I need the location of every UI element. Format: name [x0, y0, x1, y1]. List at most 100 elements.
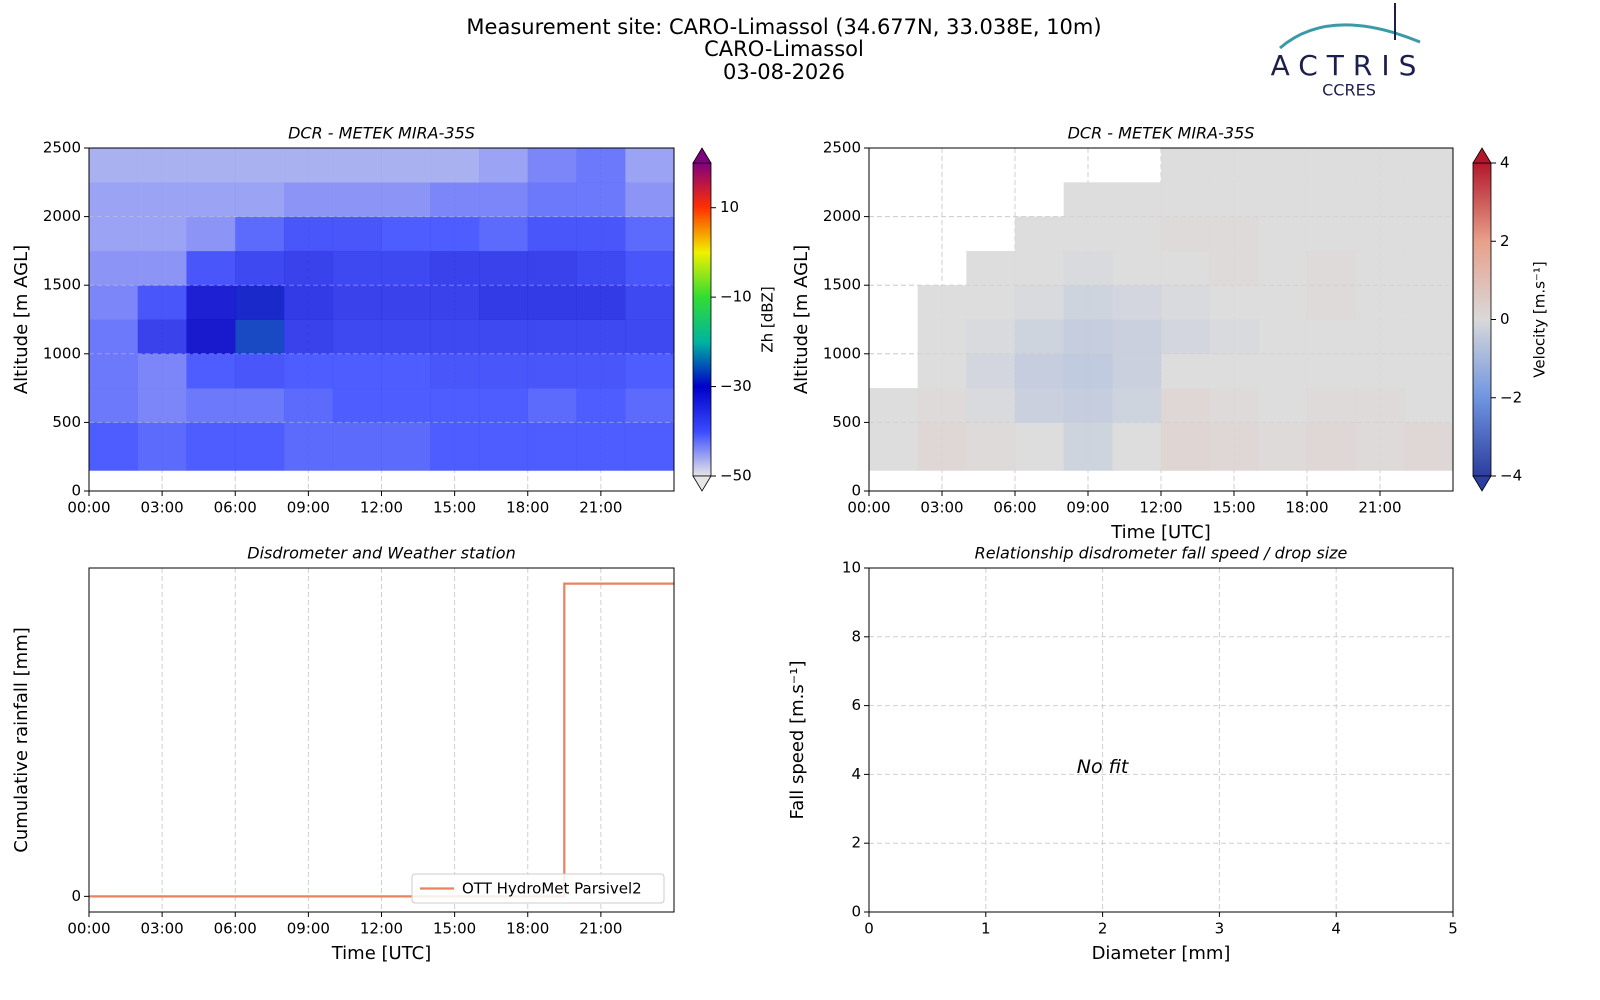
heat-cell	[1258, 250, 1308, 286]
heat-cell	[1355, 388, 1405, 423]
heat-cell	[479, 148, 529, 183]
heat-cell	[1209, 319, 1259, 355]
x-tick-label: 1	[981, 920, 991, 938]
heat-cell	[625, 148, 675, 183]
x-tick-label: 00:00	[847, 499, 890, 517]
heat-cell	[966, 353, 1016, 389]
heat-cell	[1209, 216, 1259, 252]
x-axis-label: Time [UTC]	[331, 943, 432, 964]
heat-cell	[235, 353, 285, 389]
heat-cell	[625, 319, 675, 355]
heat-cell	[89, 250, 139, 286]
plot-frame	[88, 147, 675, 492]
heat-cell	[479, 319, 529, 355]
plot-frame	[868, 147, 1454, 492]
heat-cell	[1112, 250, 1162, 286]
heat-cell	[89, 285, 139, 320]
x-tick-label: 18:00	[506, 499, 549, 517]
heat-cell	[186, 319, 236, 355]
x-tick-label: 15:00	[1212, 499, 1255, 517]
series-line	[89, 582, 674, 898]
heat-cell	[576, 388, 626, 423]
heat-cell	[1063, 216, 1113, 252]
colorbar-extend-bottom	[1472, 475, 1492, 492]
heat-cell	[284, 182, 334, 217]
heat-cell	[527, 216, 577, 252]
heat-cell	[235, 148, 285, 183]
heat-cell	[137, 353, 187, 389]
x-tick-label: 06:00	[214, 499, 257, 517]
heat-cell	[1112, 285, 1162, 320]
y-tick-label: 2	[851, 834, 861, 852]
colorbar-label: Zh [dBZ]	[759, 286, 777, 352]
heat-cell	[479, 285, 529, 320]
y-tick-label: 0	[71, 482, 81, 500]
heat-cell	[576, 319, 626, 355]
heat-cell	[381, 319, 431, 355]
x-tick-label: 12:00	[1139, 499, 1182, 517]
colorbar-tick-label: −50	[720, 467, 752, 485]
heat-cell	[381, 250, 431, 286]
heat-cell	[1355, 250, 1405, 286]
header-title: Measurement site: CARO-Limassol (34.677N…	[466, 15, 1101, 39]
heat-cell	[89, 148, 139, 183]
heat-cell	[1258, 285, 1308, 320]
heat-cell	[917, 319, 967, 355]
y-tick-label: 8	[851, 627, 861, 645]
heat-cell	[235, 422, 285, 471]
x-tick-label: 21:00	[579, 499, 622, 517]
heat-cell	[966, 388, 1016, 423]
heat-cell	[1355, 148, 1405, 183]
heat-cell	[1209, 422, 1259, 471]
heat-cell	[284, 285, 334, 320]
heat-cell	[1063, 353, 1113, 389]
colorbar-tick-label: −30	[720, 377, 752, 395]
plot-title: DCR - METEK MIRA-35S	[288, 124, 475, 143]
y-tick-label: 1500	[43, 276, 81, 294]
heat-cell	[1404, 388, 1454, 423]
colorbar-tick-label: 10	[720, 198, 739, 216]
heat-cell	[1063, 319, 1113, 355]
y-tick-label: 0	[851, 903, 861, 921]
heat-cell	[186, 148, 236, 183]
x-tick-label: 0	[864, 920, 874, 938]
heat-cell	[186, 182, 236, 217]
heat-cell	[1161, 353, 1210, 389]
colorbar-tick-label: 0	[1500, 310, 1510, 328]
heat-cell	[917, 353, 967, 389]
heat-cell	[1258, 148, 1308, 183]
x-tick-label: 00:00	[67, 920, 110, 938]
heat-cell	[1112, 182, 1162, 217]
x-tick-label: 21:00	[1358, 499, 1401, 517]
heat-cell	[1404, 250, 1454, 286]
heat-cell	[1258, 182, 1308, 217]
heat-cell	[527, 182, 577, 217]
heat-cell	[917, 388, 967, 423]
heat-cell	[1063, 422, 1113, 471]
heat-cell	[1209, 148, 1259, 183]
heat-cell	[576, 285, 626, 320]
heat-cell	[869, 422, 918, 471]
plot-title: DCR - METEK MIRA-35S	[1068, 124, 1255, 143]
heat-cell	[284, 353, 334, 389]
heat-cell	[1015, 285, 1064, 320]
header-site: CARO-Limassol	[704, 37, 864, 61]
x-tick-label: 09:00	[287, 920, 330, 938]
heat-cell	[1355, 422, 1405, 471]
x-tick-label: 03:00	[141, 920, 184, 938]
heat-cell	[332, 285, 382, 320]
plot-title: Relationship disdrometer fall speed / dr…	[975, 544, 1348, 563]
heat-cell	[625, 182, 675, 217]
heat-cell	[381, 353, 431, 389]
heat-cell	[966, 250, 1016, 286]
heat-cell	[625, 422, 675, 471]
heat-cell	[186, 388, 236, 423]
heat-cell	[137, 319, 187, 355]
heat-cell	[186, 216, 236, 252]
heat-cell	[381, 422, 431, 471]
heat-cell	[576, 250, 626, 286]
x-tick-label: 06:00	[993, 499, 1036, 517]
heat-cell	[430, 422, 480, 471]
